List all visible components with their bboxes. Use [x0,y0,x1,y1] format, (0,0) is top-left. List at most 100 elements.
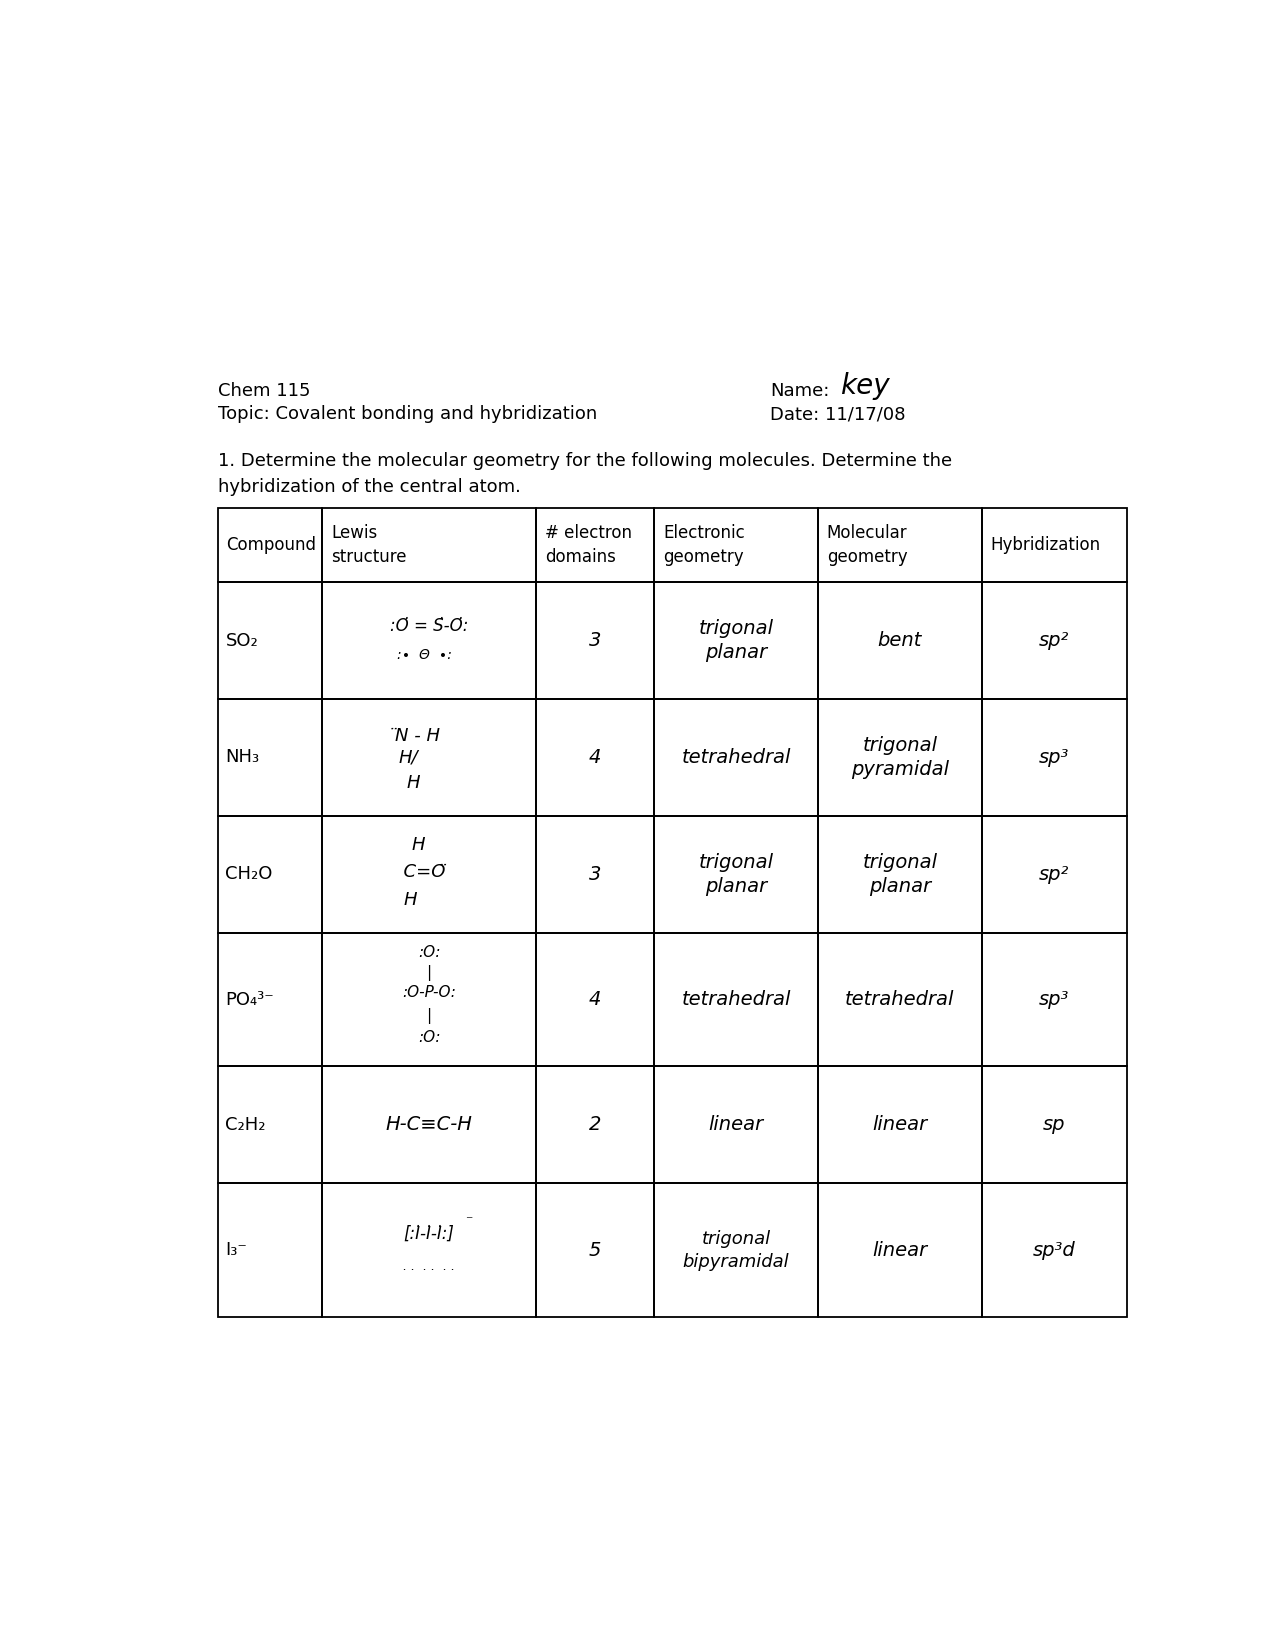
Text: I₃⁻: I₃⁻ [225,1242,247,1260]
Text: :∙  Θ  ∙:: :∙ Θ ∙: [397,647,452,662]
Bar [536,933,654,1067]
Bar [982,1184,1128,1317]
Text: H/: H/ [398,748,419,766]
Text: C=Ö: C=Ö [392,863,445,882]
Bar [654,816,818,933]
Text: C₂H₂: C₂H₂ [225,1116,266,1134]
Text: hybridization of the central atom.: hybridization of the central atom. [218,477,521,495]
Text: Hybridization: Hybridization [991,537,1101,555]
Text: 3: 3 [589,865,602,883]
Bar [982,1067,1128,1184]
Text: trigonal
planar: trigonal planar [699,854,773,896]
Text: trigonal
planar: trigonal planar [863,854,937,896]
Text: tetrahedral: tetrahedral [681,748,791,768]
Text: sp³: sp³ [1039,991,1070,1009]
Bar [323,1184,536,1317]
Bar [654,1184,818,1317]
Bar [982,583,1128,698]
Text: Molecular
geometry: Molecular geometry [827,525,908,566]
Text: sp³: sp³ [1039,748,1070,768]
Text: :O:: :O: [417,946,440,961]
Bar [218,816,323,933]
Bar [218,1067,323,1184]
Bar [818,583,982,698]
Text: Lewis
structure: Lewis structure [332,525,407,566]
Bar [818,933,982,1067]
Text: sp²: sp² [1039,865,1070,883]
Bar [536,698,654,816]
Text: |: | [426,964,431,981]
Bar [654,933,818,1067]
Text: :O:: :O: [417,1030,440,1045]
Bar [323,698,536,816]
Text: H: H [412,835,425,854]
Text: NH₃: NH₃ [225,748,260,766]
Bar [654,698,818,816]
Text: 2: 2 [589,1116,602,1134]
Text: 4: 4 [589,748,602,768]
Text: SO₂: SO₂ [225,632,259,649]
Text: Compound: Compound [227,537,316,555]
Text: trigonal
pyramidal: trigonal pyramidal [851,736,948,779]
Text: linear: linear [872,1240,927,1260]
Text: bent: bent [878,631,922,650]
Bar [982,509,1128,583]
Text: tetrahedral: tetrahedral [681,991,791,1009]
Text: sp: sp [1043,1116,1066,1134]
Bar [218,509,323,583]
Text: linear: linear [709,1116,764,1134]
Bar [654,583,818,698]
Text: [:İ-İ-İ:]: [:İ-İ-İ:] [403,1225,454,1243]
Bar [218,933,323,1067]
Bar [218,1184,323,1317]
Text: Date: 11/17/08: Date: 11/17/08 [771,406,905,423]
Text: sp²: sp² [1039,631,1070,650]
Bar [818,509,982,583]
Bar [323,933,536,1067]
Bar [654,509,818,583]
Text: 1. Determine the molecular geometry for the following molecules. Determine the: 1. Determine the molecular geometry for … [218,452,951,471]
Bar [536,1067,654,1184]
Bar [323,509,536,583]
Bar [654,1067,818,1184]
Bar [818,698,982,816]
Bar [323,583,536,698]
Text: # electron
domains: # electron domains [545,525,632,566]
Text: Topic: Covalent bonding and hybridization: Topic: Covalent bonding and hybridizatio… [218,406,596,423]
Text: 5: 5 [589,1240,602,1260]
Text: key: key [840,371,890,400]
Text: ̈N - H: ̈N - H [396,728,440,746]
Text: linear: linear [872,1116,927,1134]
Text: ⁻: ⁻ [465,1213,472,1228]
Text: CH₂O: CH₂O [225,865,273,883]
Text: H: H [403,892,417,910]
Text: Name:: Name: [771,383,829,401]
Bar [982,698,1128,816]
Text: Electronic
geometry: Electronic geometry [663,525,745,566]
Text: :Ȯ = Ṡ-Ȯ:: :Ȯ = Ṡ-Ȯ: [390,617,468,636]
Bar [323,816,536,933]
Text: trigonal
planar: trigonal planar [699,619,773,662]
Text: tetrahedral: tetrahedral [845,991,955,1009]
Text: 3: 3 [589,631,602,650]
Bar [218,698,323,816]
Bar [818,1067,982,1184]
Bar [536,583,654,698]
Text: 4: 4 [589,991,602,1009]
Text: PO₄³⁻: PO₄³⁻ [225,991,274,1009]
Bar [323,1067,536,1184]
Text: sp³d: sp³d [1033,1240,1075,1260]
Text: trigonal
bipyramidal: trigonal bipyramidal [682,1230,790,1271]
Bar [536,1184,654,1317]
Text: Chem 115: Chem 115 [218,383,310,401]
Text: . .  . .  . .: . . . . . . [403,1260,454,1273]
Bar [218,583,323,698]
Bar [982,816,1128,933]
Bar [818,816,982,933]
Bar [536,816,654,933]
Text: H: H [407,774,420,792]
Bar [536,509,654,583]
Text: |: | [426,1007,431,1024]
Bar [818,1184,982,1317]
Text: H-C≡C-H: H-C≡C-H [385,1116,472,1134]
